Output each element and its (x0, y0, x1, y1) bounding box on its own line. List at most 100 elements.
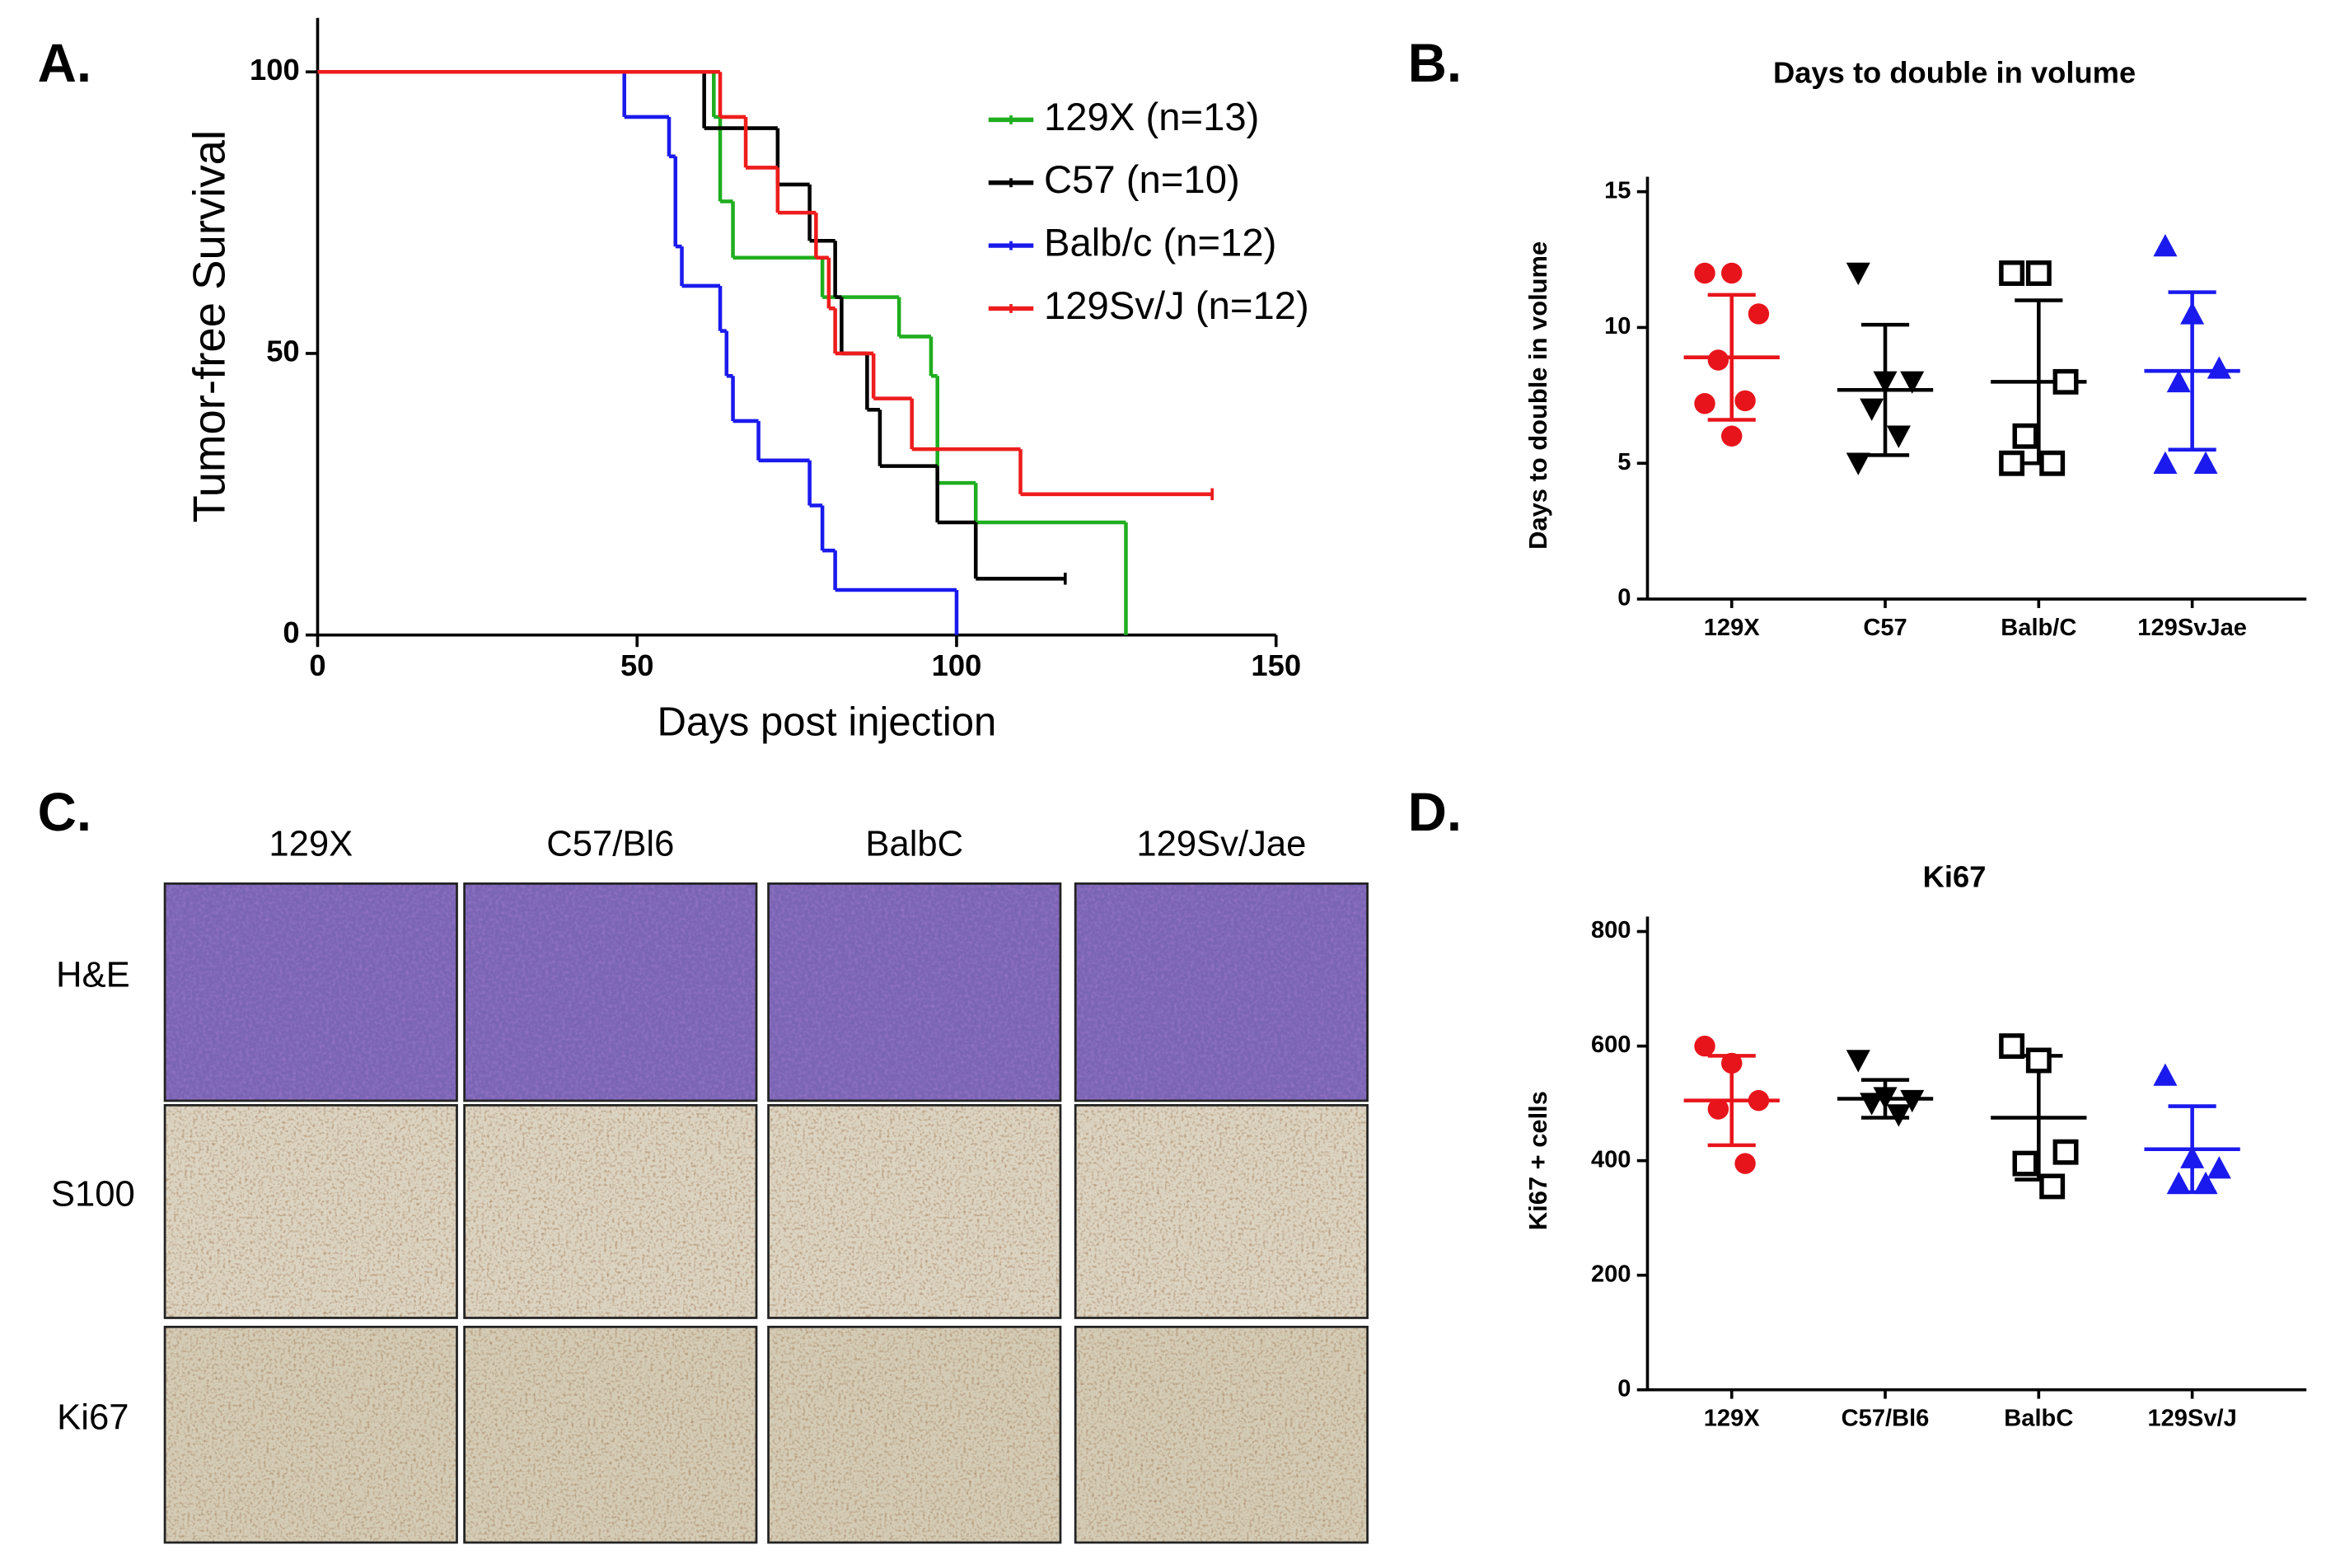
histology-frame (767, 882, 1062, 1102)
histology-texture (165, 1105, 457, 1318)
histology-texture (464, 883, 757, 1101)
y-axis-label: Days to double in volume (1523, 241, 1552, 550)
histology-texture (768, 1105, 1060, 1318)
data-point (1721, 262, 1743, 284)
histology-texture (768, 883, 1060, 1101)
data-point (1860, 398, 1884, 421)
histology-frame (1074, 882, 1369, 1102)
y-tick-label: 100 (250, 53, 300, 87)
histology-frame (163, 882, 458, 1102)
data-point (1999, 1033, 2025, 1060)
data-point (2153, 234, 2178, 257)
x-axis-label: Days post injection (658, 700, 997, 745)
histology-texture (1075, 883, 1368, 1101)
legend-label: Balb/c (n=12) (1044, 222, 1276, 265)
data-point (1873, 1087, 1898, 1110)
data-point (2052, 1139, 2079, 1165)
y-tick-label: 200 (1591, 1261, 1631, 1287)
data-point (2180, 1145, 2205, 1168)
legend-label: 129Sv/J (n=12) (1044, 284, 1309, 328)
data-point (2012, 423, 2038, 449)
histology-frame (163, 1104, 458, 1319)
histology-frame (463, 1104, 758, 1319)
x-tick-label: 129X (1704, 1406, 1761, 1432)
data-point (1900, 371, 1925, 394)
data-point (1999, 450, 2025, 476)
row-label: Ki67 (57, 1398, 129, 1438)
column-label: 129Sv/Jae (1136, 824, 1306, 864)
data-point (1748, 1089, 1770, 1112)
data-point (1734, 1153, 1756, 1174)
data-point (2039, 1173, 2066, 1200)
panel-label: B. (1408, 33, 1462, 93)
data-point (2180, 302, 2205, 325)
data-point (1846, 262, 1870, 286)
column-label: C57/Bl6 (546, 824, 674, 864)
row-label: S100 (51, 1175, 135, 1215)
data-point (2193, 451, 2218, 474)
panel-label: D. (1408, 782, 1462, 842)
panel-label: A. (38, 33, 91, 93)
y-tick-label: 400 (1591, 1146, 1631, 1172)
legend-label: 129X (n=13) (1044, 96, 1259, 139)
data-point (1860, 1093, 1884, 1116)
data-point (1999, 260, 2025, 286)
x-tick-label: C57/Bl6 (1842, 1406, 1930, 1432)
panel-label: C. (38, 782, 91, 842)
x-tick-label: Balb/C (2001, 615, 2076, 641)
histology-texture (464, 1105, 757, 1318)
data-point (2166, 1171, 2191, 1195)
histology-frame (463, 882, 758, 1102)
data-point (1694, 1035, 1715, 1057)
histology-texture (165, 1327, 457, 1543)
x-tick-label: 129SvJae (2137, 615, 2247, 641)
histology-texture (165, 883, 457, 1101)
data-point (1846, 1050, 1870, 1073)
legend-label: C57 (n=10) (1044, 158, 1240, 202)
histology-frame (1074, 1104, 1369, 1319)
data-point (1707, 1098, 1729, 1120)
data-point (2025, 1047, 2052, 1074)
x-tick-label: 50 (620, 648, 653, 682)
x-tick-label: 150 (1251, 648, 1301, 682)
row-label: H&E (56, 955, 130, 995)
data-point (2153, 1063, 2178, 1086)
data-point (1846, 452, 1870, 475)
data-point (1886, 1104, 1911, 1127)
y-tick-label: 5 (1617, 449, 1631, 475)
data-point (2153, 451, 2178, 474)
data-point (2207, 1156, 2231, 1179)
y-tick-label: 0 (283, 615, 299, 649)
data-point (1873, 371, 1898, 394)
y-tick-label: 10 (1604, 313, 1631, 339)
data-point (1886, 425, 1911, 448)
data-point (2207, 356, 2231, 379)
y-tick-label: 0 (1617, 1375, 1631, 1402)
x-tick-label: 100 (932, 648, 982, 682)
data-point (1694, 262, 1715, 284)
y-axis-label: Tumor-free Survival (185, 130, 235, 523)
column-label: 129X (269, 824, 353, 864)
y-tick-label: 0 (1617, 585, 1631, 611)
chart-title: Ki67 (1923, 860, 1987, 894)
data-point (1900, 1089, 1925, 1113)
data-point (1707, 349, 1729, 371)
data-point (2025, 260, 2052, 286)
y-tick-label: 50 (266, 335, 299, 368)
histology-texture (768, 1327, 1060, 1543)
histology-texture (1075, 1105, 1368, 1318)
data-point (2012, 1150, 2038, 1177)
histology-frame (163, 1326, 458, 1544)
data-point (1721, 1052, 1743, 1074)
x-tick-label: 129X (1704, 615, 1761, 641)
data-point (1694, 393, 1715, 414)
data-point (1734, 390, 1756, 412)
x-tick-label: BalbC (2004, 1406, 2073, 1432)
histology-frame (767, 1104, 1062, 1319)
y-tick-label: 15 (1604, 177, 1631, 204)
data-point (1748, 303, 1770, 325)
histology-texture (464, 1327, 757, 1543)
x-tick-label: 0 (309, 648, 325, 682)
